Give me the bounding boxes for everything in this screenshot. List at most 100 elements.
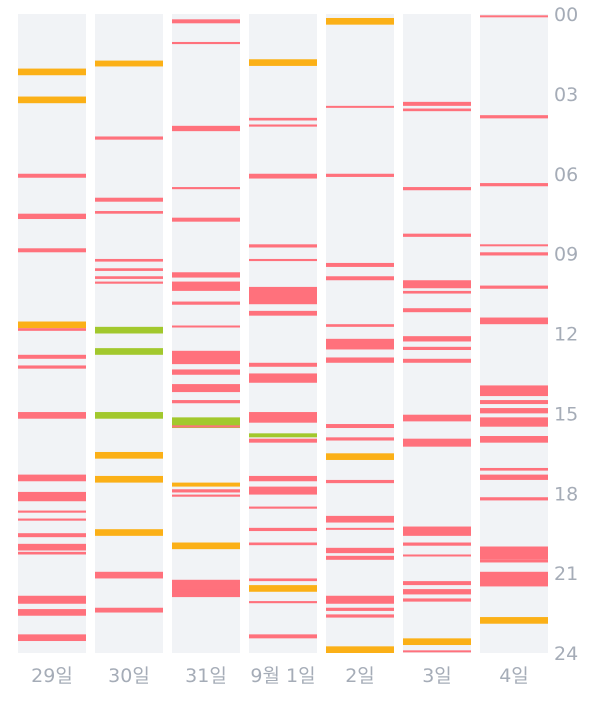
event-mark-red	[172, 579, 240, 598]
hour-tick-label: 24	[554, 643, 578, 665]
day-label: 3일	[422, 665, 452, 687]
event-mark-red	[249, 244, 317, 248]
event-mark-red	[18, 412, 86, 419]
event-mark-red	[480, 183, 548, 187]
event-mark-red	[18, 328, 86, 331]
event-mark-red	[172, 272, 240, 278]
event-mark-orange	[18, 321, 86, 329]
event-mark-red	[480, 497, 548, 501]
event-mark-red	[18, 609, 86, 616]
day-column-5	[403, 14, 471, 653]
event-mark-red	[480, 559, 548, 563]
event-mark-red	[249, 634, 317, 639]
event-mark-red	[403, 290, 471, 294]
event-mark-red	[95, 281, 163, 284]
day-label: 4일	[499, 665, 529, 687]
hour-axis: 00 03 06 09 12 15 18 21 24	[554, 4, 578, 665]
event-mark-red	[95, 258, 163, 262]
event-mark-red	[403, 280, 471, 289]
event-mark-orange	[480, 617, 548, 624]
event-mark-red	[172, 400, 240, 404]
event-mark-red	[18, 491, 86, 502]
hour-tick-label: 00	[554, 4, 578, 26]
event-mark-red	[249, 542, 317, 546]
event-mark-red	[249, 486, 317, 495]
event-mark-red	[18, 173, 86, 178]
event-mark-red	[172, 217, 240, 222]
event-mark-red	[172, 281, 240, 291]
event-mark-orange	[95, 451, 163, 459]
hour-tick-label: 06	[554, 164, 578, 186]
event-mark-red	[172, 325, 240, 328]
event-mark-orange	[95, 60, 163, 67]
event-mark-red	[403, 542, 471, 546]
event-mark-red	[326, 437, 394, 441]
day-label: 9월 1일	[250, 665, 315, 687]
event-mark-red	[249, 286, 317, 305]
event-mark-orange	[326, 646, 394, 653]
hour-tick-label: 12	[554, 324, 578, 346]
event-mark-red	[249, 124, 317, 127]
event-mark-red	[172, 19, 240, 24]
event-mark-red	[480, 546, 548, 560]
event-mark-red	[480, 408, 548, 414]
event-mark-red	[326, 424, 394, 429]
day-column-4	[326, 14, 394, 653]
event-mark-red	[95, 268, 163, 271]
event-mark-red	[172, 489, 240, 493]
event-mark-red	[326, 595, 394, 604]
event-mark-red	[18, 518, 86, 521]
event-mark-green	[95, 348, 163, 355]
event-mark-red	[249, 412, 317, 423]
event-mark-red	[403, 336, 471, 342]
event-mark-red	[403, 581, 471, 586]
event-mark-red	[18, 510, 86, 513]
event-mark-red	[480, 115, 548, 119]
day-label: 31일	[185, 665, 227, 687]
event-mark-red	[403, 101, 471, 106]
event-mark-red	[95, 197, 163, 202]
event-mark-red	[326, 173, 394, 177]
event-mark-red	[172, 369, 240, 375]
day-label: 30일	[108, 665, 150, 687]
event-mark-green	[95, 412, 163, 419]
event-mark-red	[326, 547, 394, 554]
day-label: 2일	[345, 665, 375, 687]
event-mark-red	[403, 526, 471, 536]
event-mark-red	[249, 258, 317, 262]
event-mark-red	[18, 595, 86, 604]
event-mark-red	[18, 365, 86, 369]
event-mark-red	[326, 607, 394, 611]
event-mark-red	[249, 173, 317, 179]
event-mark-red	[172, 350, 240, 365]
event-mark-red	[480, 385, 548, 397]
event-mark-orange	[95, 529, 163, 536]
event-mark-orange	[249, 585, 317, 592]
event-mark-red	[326, 479, 394, 484]
event-mark-red	[480, 252, 548, 256]
event-mark-red	[403, 308, 471, 313]
event-mark-red	[18, 213, 86, 220]
event-mark-red	[403, 346, 471, 350]
event-mark-red	[18, 354, 86, 359]
event-mark-red	[95, 136, 163, 140]
event-mark-red	[18, 551, 86, 555]
event-mark-red	[172, 425, 240, 428]
event-mark-red	[249, 373, 317, 383]
event-mark-red	[403, 650, 471, 653]
event-mark-orange	[18, 68, 86, 76]
event-mark-red	[480, 474, 548, 480]
event-mark-red	[249, 117, 317, 121]
event-mark-red	[249, 310, 317, 316]
hour-tick-label: 21	[554, 563, 578, 585]
event-mark-red	[95, 211, 163, 214]
event-mark-red	[480, 317, 548, 325]
event-mark-orange	[403, 638, 471, 646]
event-mark-red	[480, 400, 548, 405]
event-marks	[18, 15, 548, 653]
event-mark-red	[249, 527, 317, 532]
event-mark-red	[403, 358, 471, 363]
event-mark-red	[403, 589, 471, 595]
event-mark-orange	[95, 475, 163, 483]
